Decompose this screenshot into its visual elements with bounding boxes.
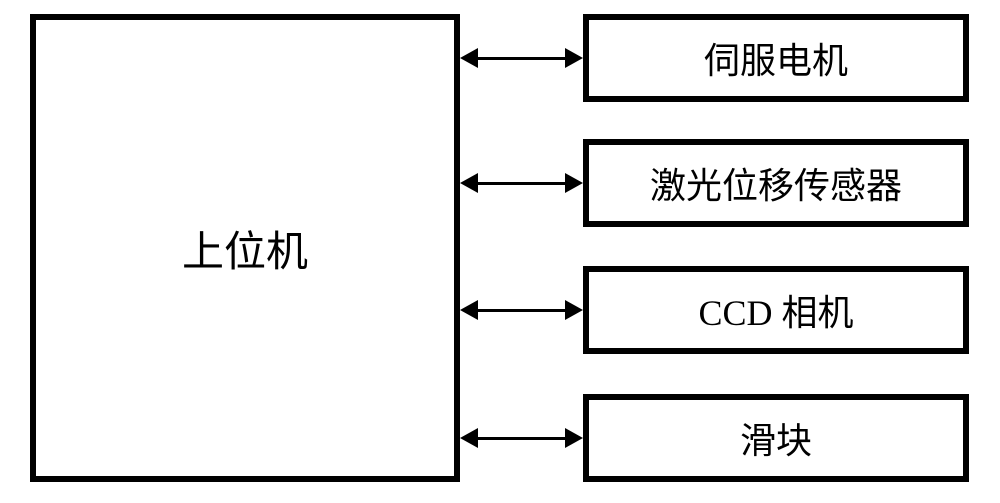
arrow-head-right-icon xyxy=(565,300,583,320)
arrow-ccd-camera xyxy=(460,300,583,320)
host-computer-box: 上位机 xyxy=(30,14,460,482)
arrow-servo-motor xyxy=(460,48,583,68)
arrow-head-right-icon xyxy=(565,48,583,68)
arrow-line xyxy=(478,309,565,312)
servo-motor-box: 伺服电机 xyxy=(583,14,969,102)
arrow-slider xyxy=(460,428,583,448)
diagram-container: 上位机 伺服电机 激光位移传感器 CCD 相机 滑块 xyxy=(0,0,1000,503)
arrow-line xyxy=(478,182,565,185)
arrow-laser-sensor xyxy=(460,173,583,193)
host-computer-label: 上位机 xyxy=(182,218,308,279)
arrow-head-left-icon xyxy=(460,48,478,68)
arrow-head-left-icon xyxy=(460,428,478,448)
arrow-head-right-icon xyxy=(565,428,583,448)
arrow-line xyxy=(478,57,565,60)
laser-sensor-label: 激光位移传感器 xyxy=(650,157,902,209)
ccd-camera-label: CCD 相机 xyxy=(698,284,853,336)
arrow-head-right-icon xyxy=(565,173,583,193)
arrow-head-left-icon xyxy=(460,300,478,320)
laser-sensor-box: 激光位移传感器 xyxy=(583,139,969,227)
arrow-head-left-icon xyxy=(460,173,478,193)
slider-label: 滑块 xyxy=(740,412,812,464)
arrow-line xyxy=(478,437,565,440)
servo-motor-label: 伺服电机 xyxy=(704,32,848,84)
slider-box: 滑块 xyxy=(583,394,969,482)
ccd-camera-box: CCD 相机 xyxy=(583,266,969,354)
